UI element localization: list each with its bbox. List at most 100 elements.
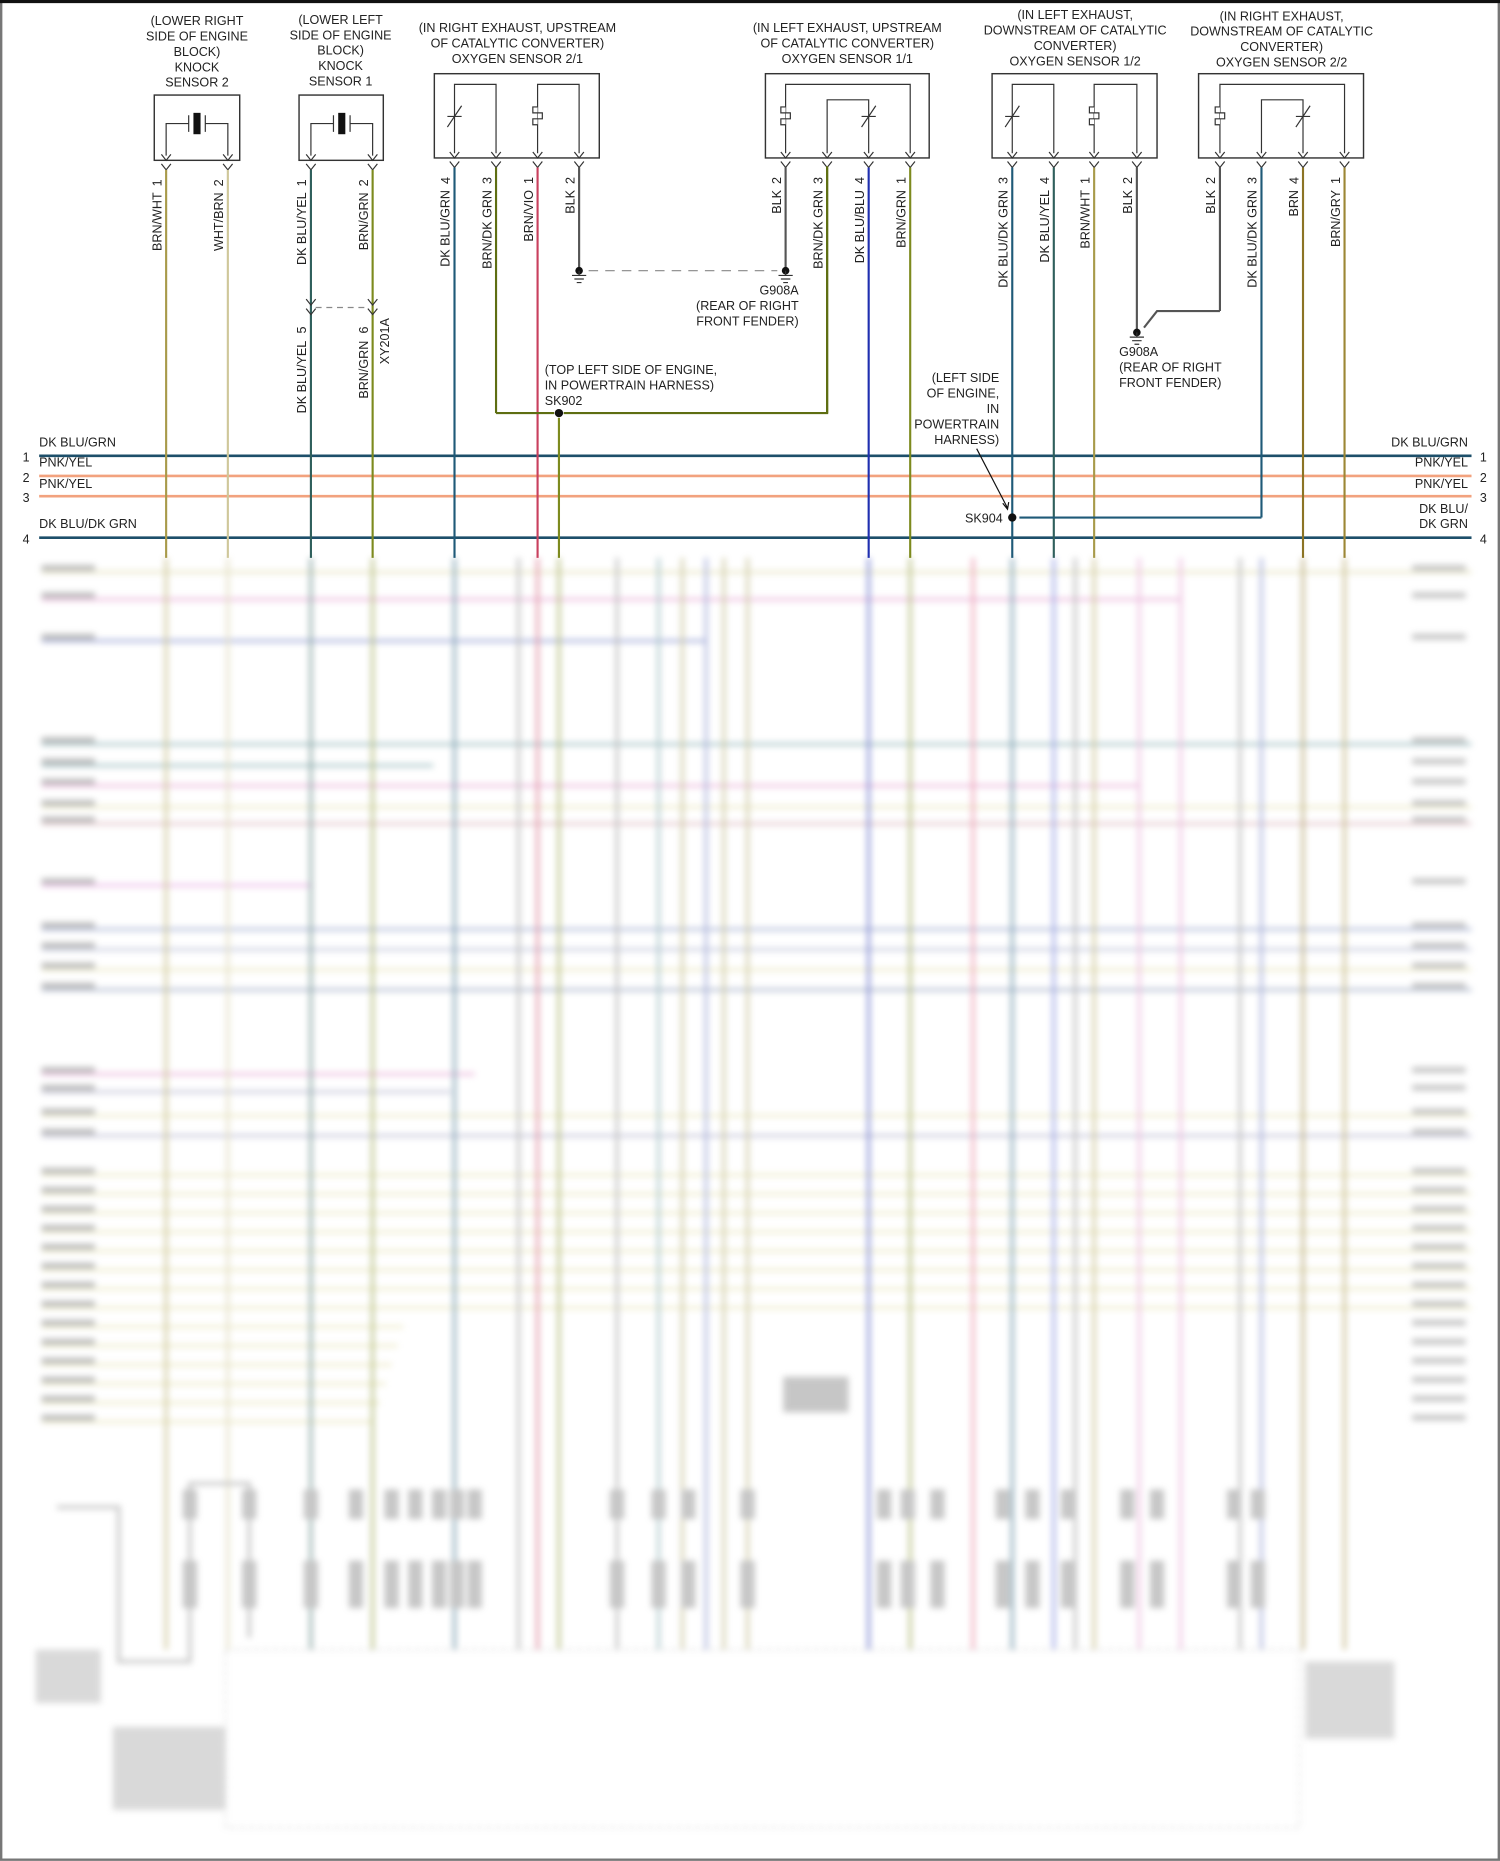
- blurred-label: [41, 962, 95, 969]
- blurred-label: [41, 799, 95, 806]
- sensor-internal-wiring: [310, 115, 374, 156]
- component-label: (IN LEFT EXHAUST, UPSTREAM: [753, 21, 942, 35]
- blurred-connector: [900, 1489, 915, 1520]
- variable-resistor-icon: [861, 105, 877, 128]
- wire-color-label: BRN/WHT: [150, 192, 164, 251]
- blurred-label: [41, 942, 95, 949]
- blurred-connector: [467, 1489, 482, 1520]
- pin-1: 1 BRN/VIO: [522, 151, 543, 558]
- ground-location: (REAR OF RIGHT: [1119, 361, 1222, 375]
- bus-number-right: 1: [1480, 451, 1487, 465]
- ground-icon: [571, 270, 587, 284]
- blurred-label: [41, 982, 95, 989]
- blurred-connector: [900, 1560, 915, 1609]
- pin-number: 2: [212, 179, 226, 186]
- blurred-label: [41, 758, 95, 765]
- splice-location: IN POWERTRAIN HARNESS): [545, 378, 714, 392]
- pin-number: 3: [997, 177, 1011, 184]
- pin-number: 4: [1287, 177, 1301, 184]
- component-label: (IN RIGHT EXHAUST, UPSTREAM: [419, 21, 616, 35]
- blurred-label: [41, 633, 95, 640]
- oxygen-sensor-1-1: (IN LEFT EXHAUST, UPSTREAM OF CATALYTIC C…: [753, 21, 942, 558]
- blurred-connector: [1025, 1489, 1040, 1520]
- bus-line-3: 3 3 PNK/YEL PNK/YEL: [23, 477, 1487, 505]
- component-label: OF CATALYTIC CONVERTER): [431, 37, 605, 51]
- component-label: KNOCK: [318, 59, 363, 73]
- wire-color-label: DK BLU/YEL: [295, 341, 309, 414]
- pin-1: 1 BRN/GRN: [894, 151, 916, 558]
- pin-2: 2 BLK: [770, 151, 791, 271]
- heater-element-icon: [1088, 106, 1100, 126]
- wire-color-label: BRN/DK GRN: [480, 190, 494, 269]
- blurred-label: [1412, 1376, 1466, 1383]
- blurred-connector: [1060, 1489, 1076, 1520]
- blurred-label: [1412, 1262, 1466, 1269]
- bus-number-right: 2: [1480, 471, 1487, 485]
- bus-label-left: DK BLU/GRN: [39, 435, 116, 449]
- splice-name: SK902: [545, 394, 583, 408]
- sensor-internal-wiring: [165, 115, 229, 156]
- blurred-label: [1412, 878, 1466, 885]
- blurred-label: [1412, 1167, 1466, 1174]
- blurred-connector: [1250, 1489, 1266, 1520]
- wire-color-label: DK BLU/DK GRN: [1246, 190, 1260, 288]
- pin-number: 1: [295, 179, 309, 186]
- wire-color-label: BRN/WHT: [1078, 190, 1092, 249]
- blurred-label: [41, 1084, 95, 1091]
- pin-4: 4 BRN: [1287, 151, 1309, 558]
- blurred-label: [41, 878, 95, 885]
- blurred-label: [1412, 1395, 1466, 1402]
- bus-number-left: 1: [23, 451, 30, 465]
- ground-g908a-1: [778, 266, 793, 284]
- blurred-label: [41, 1186, 95, 1193]
- component-label: (LOWER LEFT: [298, 13, 383, 27]
- ground-g908a-dashed-left: [571, 266, 587, 284]
- pin-number: 1: [150, 179, 164, 186]
- pin-number: 4: [439, 177, 453, 184]
- blurred-connector: [609, 1489, 625, 1520]
- pin-number: 2: [770, 177, 784, 184]
- bus-label-left: PNK/YEL: [39, 477, 92, 491]
- piezo-element-icon: [193, 112, 201, 135]
- variable-resistor-icon: [1004, 105, 1020, 128]
- blurred-connector: [348, 1560, 364, 1609]
- blurred-connector: [681, 1489, 696, 1520]
- wire-color-label: BRN/GRN: [894, 190, 908, 248]
- blurred-connector: [467, 1560, 482, 1609]
- blurred-connector: [609, 1560, 625, 1609]
- blurred-label: [41, 1224, 95, 1231]
- blurred-connector: [930, 1489, 945, 1520]
- heater-element-icon: [780, 106, 791, 126]
- wire-color-label: BRN/DK GRN: [811, 190, 825, 269]
- component-body: [991, 72, 1158, 159]
- blurred-label: [41, 1128, 95, 1135]
- splice-location: IN: [987, 402, 1000, 416]
- wire-color-label: BRN/VIO: [522, 190, 536, 242]
- blurred-connector: [431, 1489, 447, 1520]
- blurred-label: [41, 922, 95, 929]
- pin-number: 3: [480, 177, 494, 184]
- blurred-label: [1412, 816, 1466, 823]
- splice-location: (LEFT SIDE: [932, 371, 999, 385]
- bus-number-left: 2: [23, 471, 30, 485]
- blurred-connector: [1149, 1489, 1165, 1520]
- blurred-label: [41, 1281, 95, 1288]
- component-label: (IN LEFT EXHAUST,: [1017, 8, 1133, 22]
- pin-number: 2: [1121, 177, 1135, 184]
- connector-name: XY201A: [378, 318, 392, 365]
- blurred-label: [1412, 758, 1466, 765]
- blurred-label: [41, 1376, 95, 1383]
- ground-icon: [778, 270, 793, 284]
- blurred-label: [41, 1205, 95, 1212]
- blurred-label: [41, 1243, 95, 1250]
- pin-number: 1: [1329, 177, 1343, 184]
- blurred-label: [41, 592, 95, 599]
- bus-number-left: 3: [23, 491, 30, 505]
- blurred-label: [1412, 1066, 1466, 1073]
- wire-color-label: DK BLU/YEL: [1038, 190, 1052, 263]
- blurred-connector: [930, 1560, 945, 1609]
- blurred-wire: [56, 1481, 251, 1664]
- bus-label-right: DK GRN: [1419, 517, 1468, 531]
